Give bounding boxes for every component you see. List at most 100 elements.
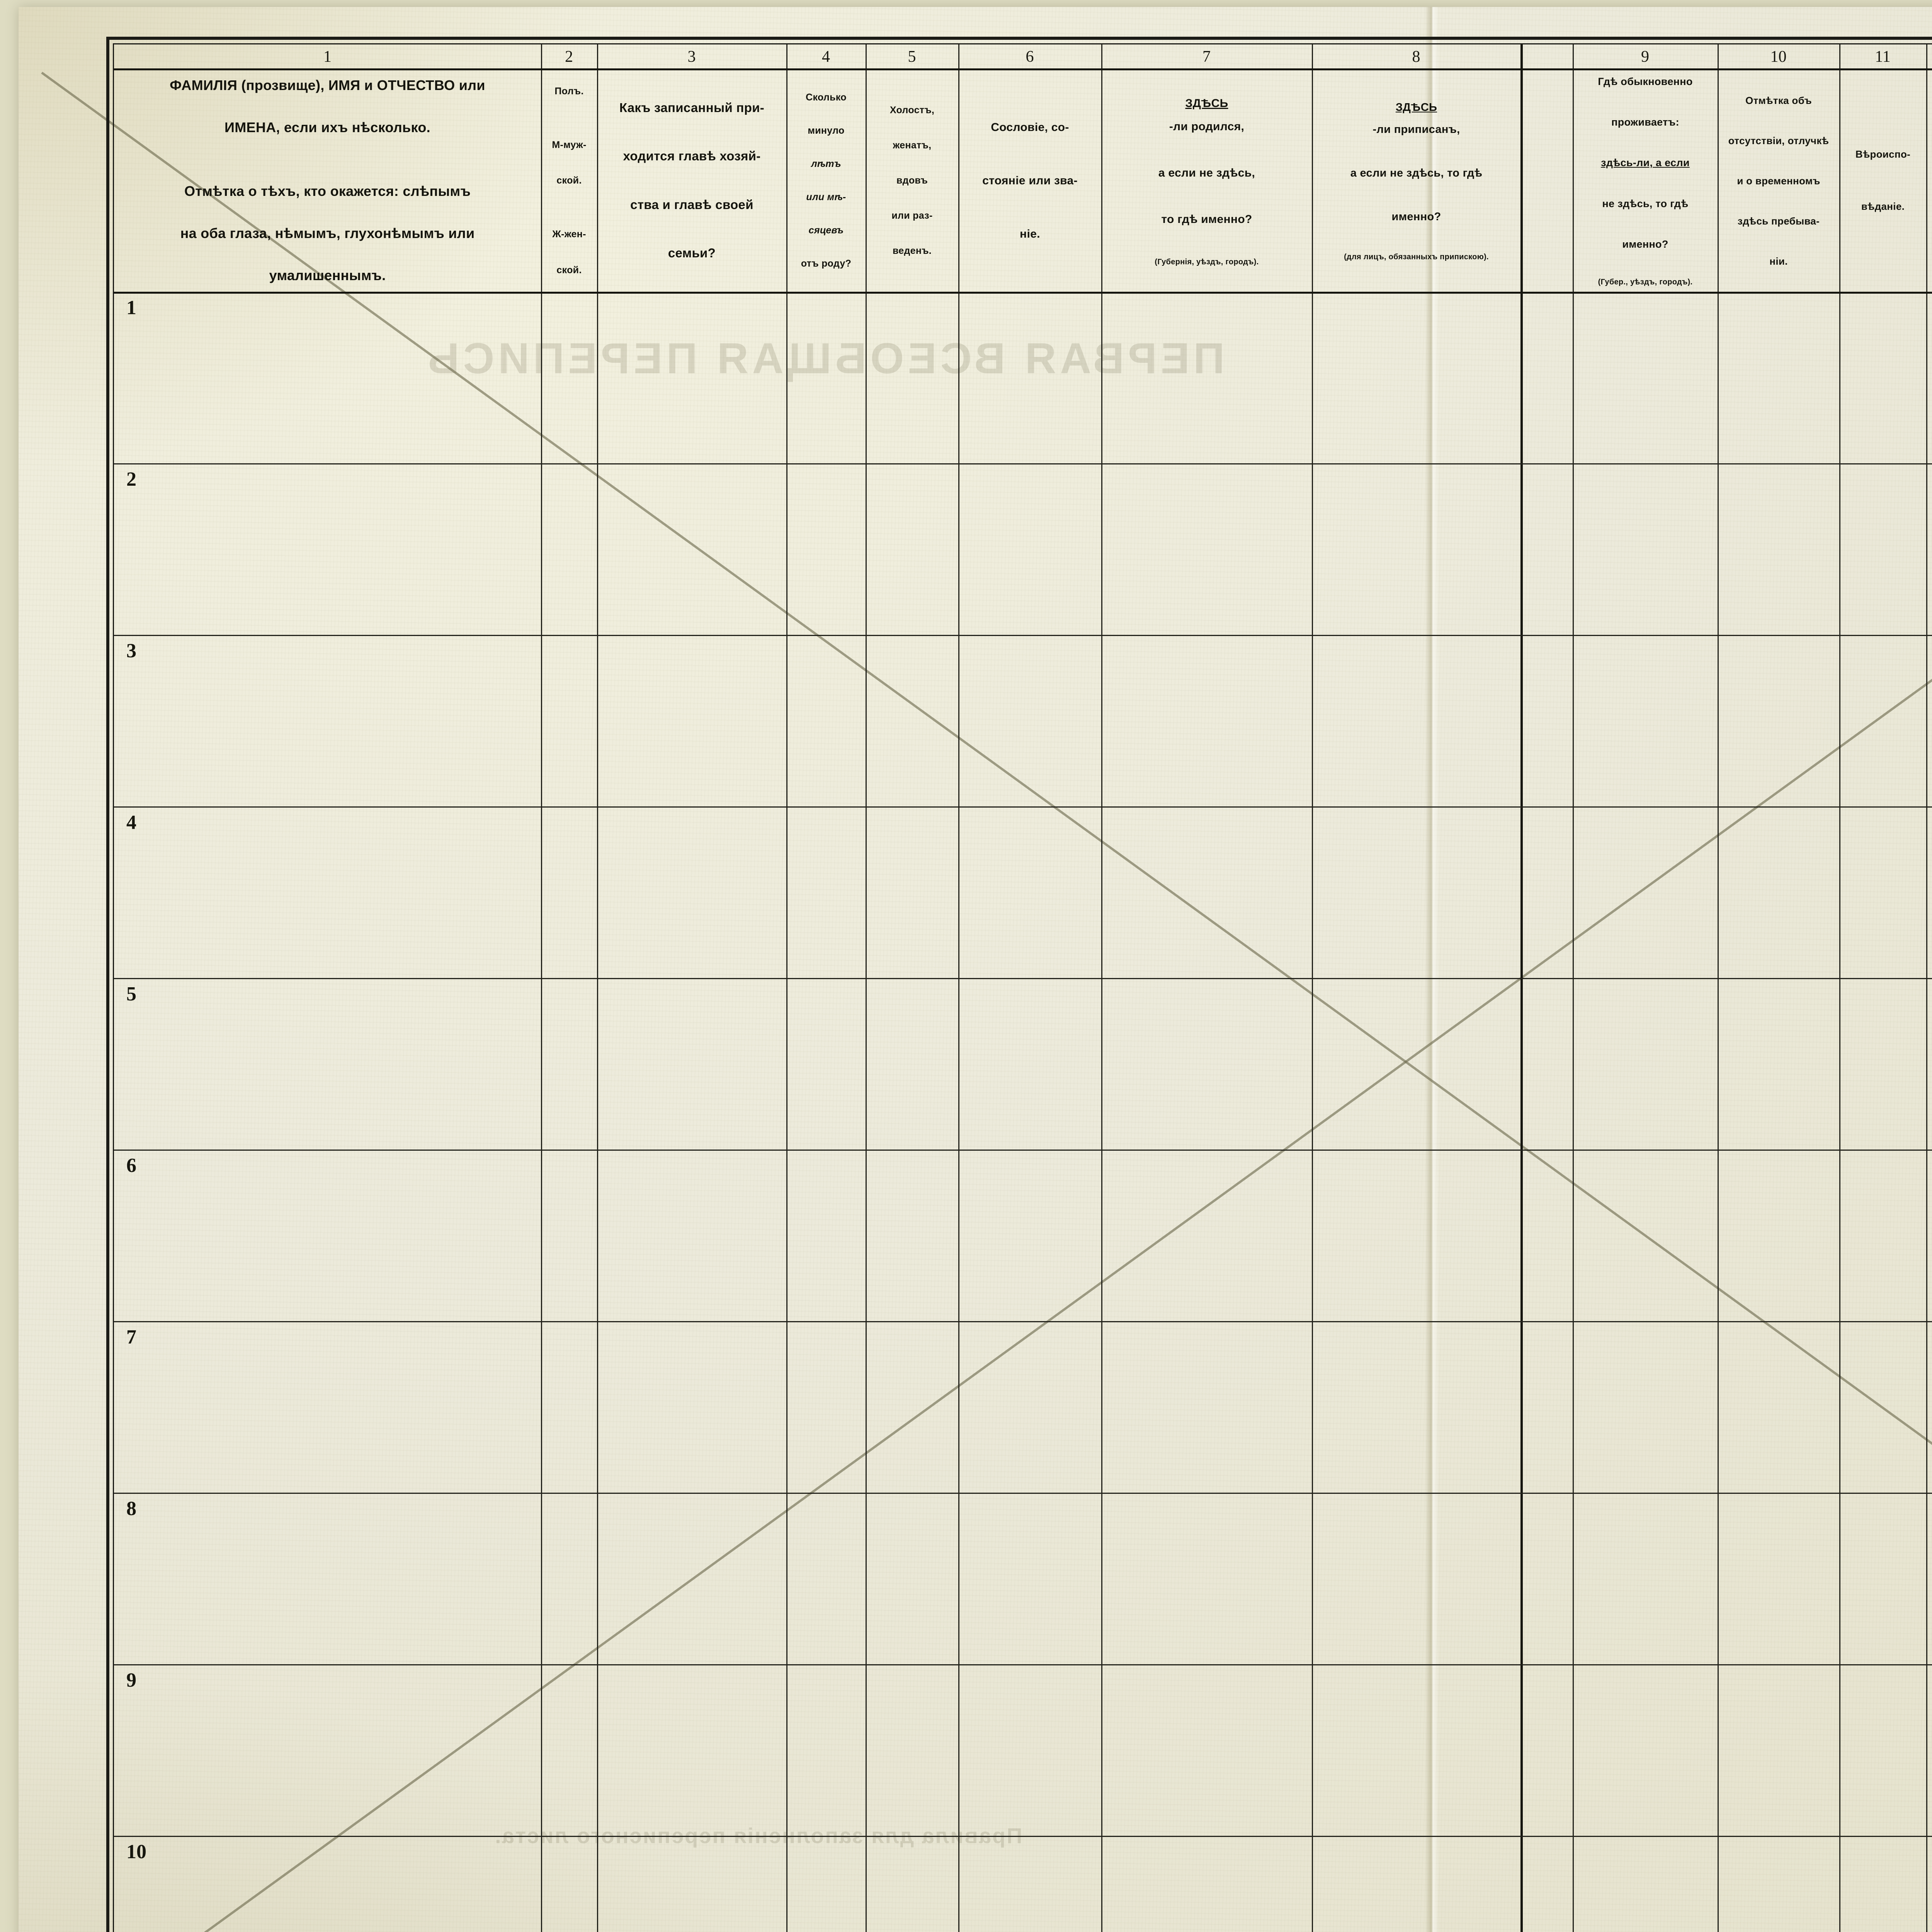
header-col-8-note: (для лицъ, обязанныхъ припискою). — [1344, 252, 1489, 261]
header-col-3-line-1: Какъ записанный при- — [619, 100, 765, 115]
row-rule — [114, 463, 1932, 464]
header-col-10: Отмѣтка объ отсутствіи, отлучкѣ и о врем… — [1719, 71, 1838, 290]
col-rule-5 — [958, 44, 959, 1932]
header-col-7-note: (Губернія, уѣздъ, городъ). — [1155, 257, 1259, 266]
header-col-6: Сословіе, со- стояніе или зва- ніе. — [959, 71, 1100, 290]
row-rule — [114, 978, 1932, 979]
header-col-10-line-2: отсутствіи, отлучкѣ — [1728, 134, 1829, 146]
row-rule — [114, 806, 1932, 808]
header-col-9-line-1: Гдѣ обыкновенно — [1598, 75, 1693, 87]
row-rule — [114, 1150, 1932, 1151]
header-col-11-line-2: вѣданіе. — [1861, 201, 1905, 213]
row-rule — [114, 1321, 1932, 1322]
header-col-2-line-2: М-муж- — [552, 139, 587, 150]
header-col-6-line-3: ніе. — [1020, 228, 1040, 240]
header-col-9-note: (Губер., уѣздъ, городъ). — [1598, 278, 1693, 287]
header-col-1-line-3: Отмѣтка о тѣхъ, кто окажется: слѣпымъ — [184, 183, 471, 199]
column-number-6: 6 — [1026, 48, 1034, 66]
header-col-4-line-4: или мѣ- — [806, 192, 846, 202]
col-rule-7 — [1312, 44, 1313, 1932]
header-col-12: Родной языкъ. — [1927, 71, 1932, 290]
header-number-rule — [114, 68, 1932, 70]
row-number: 1 — [126, 297, 136, 319]
header-col-10-line-4: здѣсь пребыва- — [1737, 215, 1820, 227]
header-col-8-emph: ЗДѢСЬ — [1395, 101, 1437, 114]
header-col-5-line-2: женатъ, — [893, 139, 932, 151]
census-table: 1 2 3 4 5 6 7 8 9 10 11 12 13 14 Г р а м… — [106, 37, 1932, 1932]
header-col-1-line-1: ФАМИЛІЯ (прозвище), ИМЯ и ОТЧЕСТВО или — [170, 77, 485, 93]
row-rule — [114, 635, 1932, 636]
header-col-12-line-2: языкъ. — [1927, 195, 1932, 223]
row-number: 2 — [126, 468, 136, 490]
header-col-1-line-4: на оба глаза, нѣмымъ, глухонѣмымъ или — [180, 225, 475, 241]
header-col-7-line-2: а если не здѣсь, — [1158, 166, 1255, 179]
column-number-10: 10 — [1770, 48, 1787, 66]
header-col-4-line-3: лѣтъ — [811, 158, 841, 169]
header-col-4-line-5: сяцевъ — [808, 225, 844, 236]
header-col-7-line-3: то гдѣ именно? — [1161, 213, 1252, 226]
header-col-12-line-1: Родной — [1927, 138, 1932, 167]
column-number-3: 3 — [687, 48, 696, 66]
column-number-5: 5 — [908, 48, 916, 66]
header-col-2-line-4: Ж-жен- — [552, 229, 586, 240]
header-col-5-line-3: вдовъ — [896, 175, 928, 186]
header-col-7-emph: ЗДѢСЬ — [1185, 97, 1228, 110]
header-col-1-line-5: умалишеннымъ. — [269, 267, 386, 284]
header-col-8-line-3: именно? — [1391, 210, 1441, 223]
header-col-3-line-3: ства и главѣ своей — [630, 197, 753, 212]
column-number-2: 2 — [565, 48, 573, 66]
column-number-7: 7 — [1202, 48, 1211, 66]
header-col-3-line-4: семьи? — [668, 246, 716, 260]
row-number: 5 — [126, 983, 136, 1005]
header-col-4-line-1: Сколько — [806, 92, 847, 103]
header-col-5: Холостъ, женатъ, вдовъ или раз- веденъ. — [867, 71, 957, 290]
col-rule-10 — [1718, 44, 1719, 1932]
header-col-6-line-2: стояніе или зва- — [982, 174, 1078, 187]
header-col-11-line-1: Вѣроиспо- — [1855, 148, 1911, 160]
header-col-2-line-1: Полъ. — [554, 86, 584, 97]
header-col-5-line-4: или раз- — [891, 210, 933, 221]
col-rule-1 — [541, 44, 542, 1932]
row-rule — [114, 1493, 1932, 1494]
row-number: 4 — [126, 811, 136, 833]
row-number: 6 — [126, 1155, 136, 1177]
census-table-inner-border: 1 2 3 4 5 6 7 8 9 10 11 12 13 14 Г р а м… — [113, 43, 1932, 1932]
header-col-2-line-5: ской. — [556, 264, 582, 276]
header-col-1-line-2: ИМЕНА, если ихъ нѣсколько. — [224, 119, 430, 136]
header-col-10-line-5: ніи. — [1769, 255, 1788, 267]
header-col-6-line-1: Сословіе, со- — [991, 121, 1069, 134]
row-number: 3 — [126, 640, 136, 662]
header-col-2: Полъ. М-муж- ской. Ж-жен- ской. — [542, 71, 596, 290]
header-col-7-line-1: -ли родился, — [1169, 120, 1245, 133]
header-col-5-line-5: веденъ. — [892, 245, 932, 256]
col-rule-6 — [1101, 44, 1102, 1932]
col-rule-8-gutter — [1520, 44, 1523, 1932]
header-col-3-line-2: ходится главѣ хозяй- — [623, 149, 761, 163]
header-col-5-line-1: Холостъ, — [889, 104, 935, 116]
header-col-8: ЗДѢСЬ -ли приписанъ, а если не здѣсь, то … — [1313, 71, 1520, 290]
header-body-rule — [114, 292, 1932, 294]
header-col-4-line-6: отъ роду? — [801, 258, 852, 269]
col-rule-9 — [1573, 44, 1574, 1932]
column-number-9: 9 — [1641, 48, 1649, 66]
col-rule-3 — [786, 44, 787, 1932]
header-col-9-line-4: не здѣсь, то гдѣ — [1602, 197, 1689, 209]
header-col-9-line-5: именно? — [1622, 238, 1668, 250]
column-number-12: 12 — [1926, 48, 1932, 66]
col-rule-4 — [866, 44, 867, 1932]
header-col-3: Какъ записанный при- ходится главѣ хозяй… — [598, 71, 786, 290]
header-col-10-line-1: Отмѣтка объ — [1745, 94, 1812, 106]
header-col-9-line-3: здѣсь-ли, а если — [1601, 157, 1690, 169]
header-col-7: ЗДѢСЬ -ли родился, а если не здѣсь, то гд… — [1102, 71, 1311, 290]
header-col-4-line-2: минуло — [808, 125, 845, 136]
header-col-1: ФАМИЛІЯ (прозвище), ИМЯ и ОТЧЕСТВО или И… — [118, 71, 537, 290]
row-rule — [114, 1664, 1932, 1665]
header-col-9-line-2: проживаетъ: — [1611, 116, 1679, 128]
header-col-4: Сколько минуло лѣтъ или мѣ- сяцевъ отъ р… — [787, 71, 865, 290]
row-number: 10 — [126, 1841, 146, 1863]
header-col-10-line-3: и о временномъ — [1737, 175, 1820, 187]
col-rule-11 — [1839, 44, 1840, 1932]
header-col-9: Гдѣ обыкновенно проживаетъ: здѣсь-ли, а … — [1574, 71, 1717, 290]
header-col-8-line-2: а если не здѣсь, то гдѣ — [1350, 167, 1483, 179]
